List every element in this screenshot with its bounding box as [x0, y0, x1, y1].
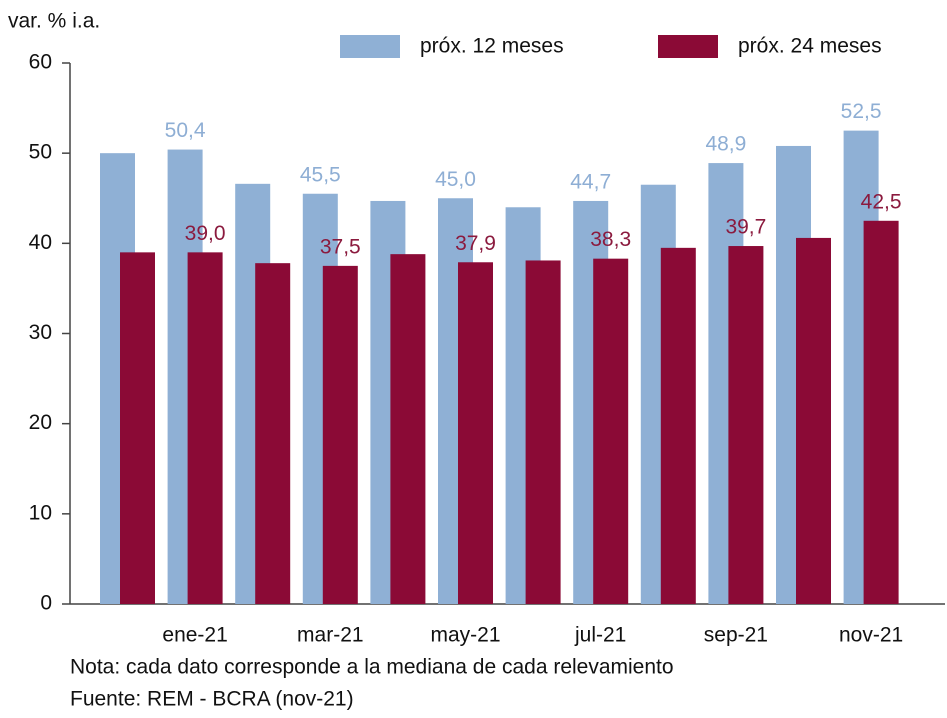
y-tick-label: 0 — [40, 592, 52, 615]
legend-label: próx. 24 meses — [738, 35, 882, 58]
bar — [728, 246, 764, 604]
source: Fuente: REM - BCRA (nov-21) — [70, 688, 354, 711]
value-label: 37,5 — [320, 235, 361, 258]
x-tick-label: mar-21 — [297, 624, 364, 647]
y-tick-label: 30 — [29, 321, 52, 344]
x-tick-label: jul-21 — [574, 624, 626, 647]
bar — [322, 265, 358, 604]
y-tick-label: 40 — [29, 231, 52, 254]
y-tick-label: 60 — [29, 51, 52, 74]
value-label: 45,5 — [300, 163, 341, 186]
bar — [120, 252, 155, 604]
bar — [660, 247, 696, 604]
y-axis-label: var. % i.a. — [8, 10, 100, 33]
x-tick-label: ene-21 — [162, 624, 227, 647]
value-label: 42,5 — [861, 190, 902, 213]
x-tick-label: nov-21 — [839, 624, 903, 647]
value-label: 44,7 — [570, 171, 611, 194]
bar — [593, 258, 629, 604]
value-label: 37,9 — [455, 232, 496, 255]
value-label: 38,3 — [590, 228, 631, 251]
bar — [255, 263, 291, 604]
value-label: 45,0 — [435, 168, 476, 191]
value-label: 48,9 — [705, 133, 746, 156]
y-tick-label: 20 — [29, 411, 52, 434]
legend-label: próx. 12 meses — [420, 35, 564, 58]
bar — [796, 237, 831, 604]
legend-swatch — [340, 35, 400, 58]
x-tick-label: sep-21 — [704, 624, 768, 647]
y-tick-label: 50 — [29, 141, 52, 164]
bar — [863, 220, 899, 604]
legend-swatch — [658, 35, 718, 58]
value-label: 39,0 — [185, 222, 226, 245]
value-label: 50,4 — [165, 119, 206, 142]
note: Nota: cada dato corresponde a la mediana… — [70, 656, 674, 679]
bar — [525, 260, 561, 604]
x-tick-label: may-21 — [430, 624, 500, 647]
value-label: 39,7 — [725, 216, 766, 239]
y-tick-label: 10 — [29, 501, 52, 524]
value-label: 52,5 — [841, 100, 882, 123]
bar — [187, 252, 223, 604]
bar — [390, 254, 426, 605]
bar — [458, 262, 493, 604]
